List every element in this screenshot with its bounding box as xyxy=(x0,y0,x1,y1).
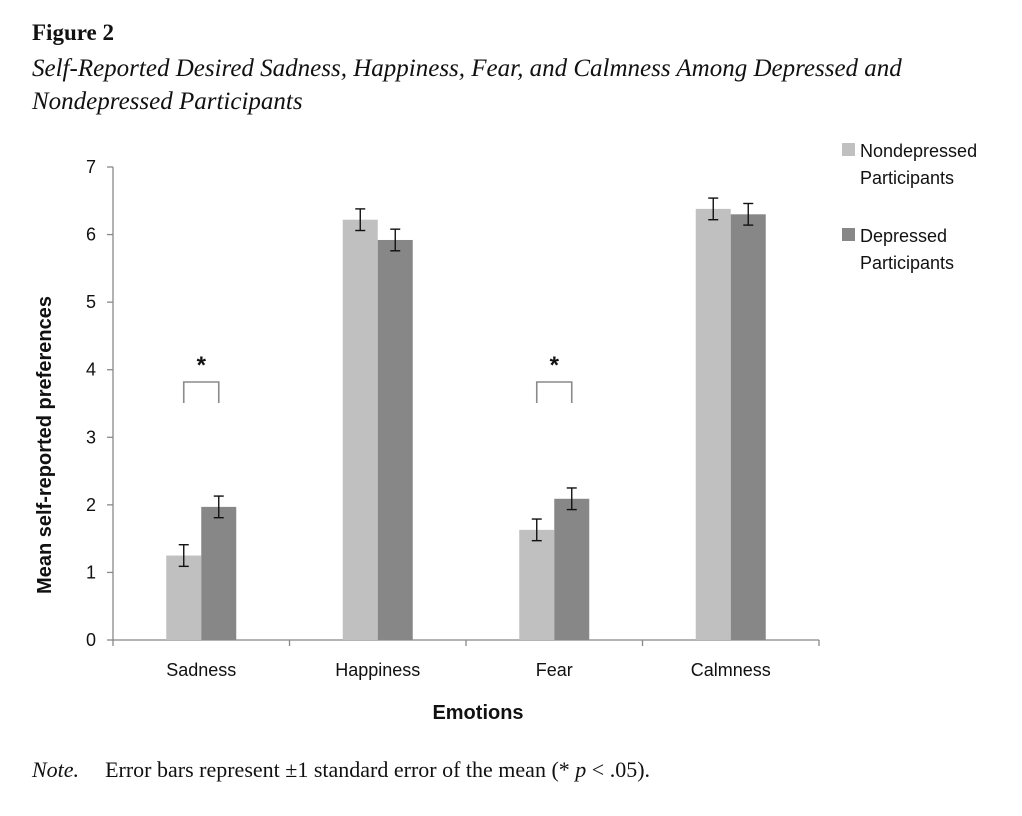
legend-label: Nondepressed xyxy=(860,141,977,161)
note-text-after: < .05). xyxy=(586,757,651,782)
bar xyxy=(166,555,202,640)
note-text-before: Error bars represent ±1 standard error o… xyxy=(105,757,576,782)
bar xyxy=(730,214,766,641)
significance-markers: * * xyxy=(182,352,573,403)
x-tick-label: Calmness xyxy=(691,660,771,680)
x-axis: Sadness Happiness Fear Calmness xyxy=(112,639,820,680)
bar xyxy=(201,506,237,640)
y-tick-label: 0 xyxy=(86,630,96,650)
y-axis: 0 1 2 3 4 5 6 7 xyxy=(86,157,114,650)
bar xyxy=(695,208,731,640)
legend: Nondepressed Participants Depressed Partici… xyxy=(842,141,977,273)
y-tick-label: 4 xyxy=(86,360,96,380)
bars xyxy=(166,197,766,641)
legend-swatch xyxy=(842,143,855,156)
significance-bracket xyxy=(535,381,573,403)
y-tick-label: 3 xyxy=(86,427,96,447)
y-tick-label: 5 xyxy=(86,292,96,312)
x-tick-label: Sadness xyxy=(166,660,236,680)
figure-label: Figure 2 xyxy=(32,20,114,45)
legend-label: Participants xyxy=(860,168,954,188)
bar xyxy=(342,219,378,640)
figure-note: Note. Error bars represent ±1 standard er… xyxy=(32,757,650,783)
y-tick-label: 2 xyxy=(86,495,96,515)
y-tick-label: 6 xyxy=(86,225,96,245)
note-p-symbol: p xyxy=(575,757,587,782)
significance-star: * xyxy=(550,352,560,379)
y-tick-label: 7 xyxy=(86,157,96,177)
bar xyxy=(519,529,555,640)
significance-star: * xyxy=(197,352,207,379)
legend-swatch xyxy=(842,228,855,241)
note-label: Note. xyxy=(32,757,80,782)
x-tick-label: Fear xyxy=(536,660,573,680)
y-tick-label: 1 xyxy=(86,562,96,582)
y-axis-title: Mean self-reported preferences xyxy=(34,296,56,594)
bar xyxy=(554,498,590,640)
x-axis-title: Emotions xyxy=(432,702,523,724)
bar xyxy=(377,239,413,640)
figure-title: Self-Reported Desired Sadness, Happiness… xyxy=(32,55,902,115)
x-tick-label: Happiness xyxy=(335,660,420,680)
significance-bracket xyxy=(182,381,220,403)
legend-label: Participants xyxy=(860,253,954,273)
legend-label: Depressed xyxy=(860,226,947,246)
